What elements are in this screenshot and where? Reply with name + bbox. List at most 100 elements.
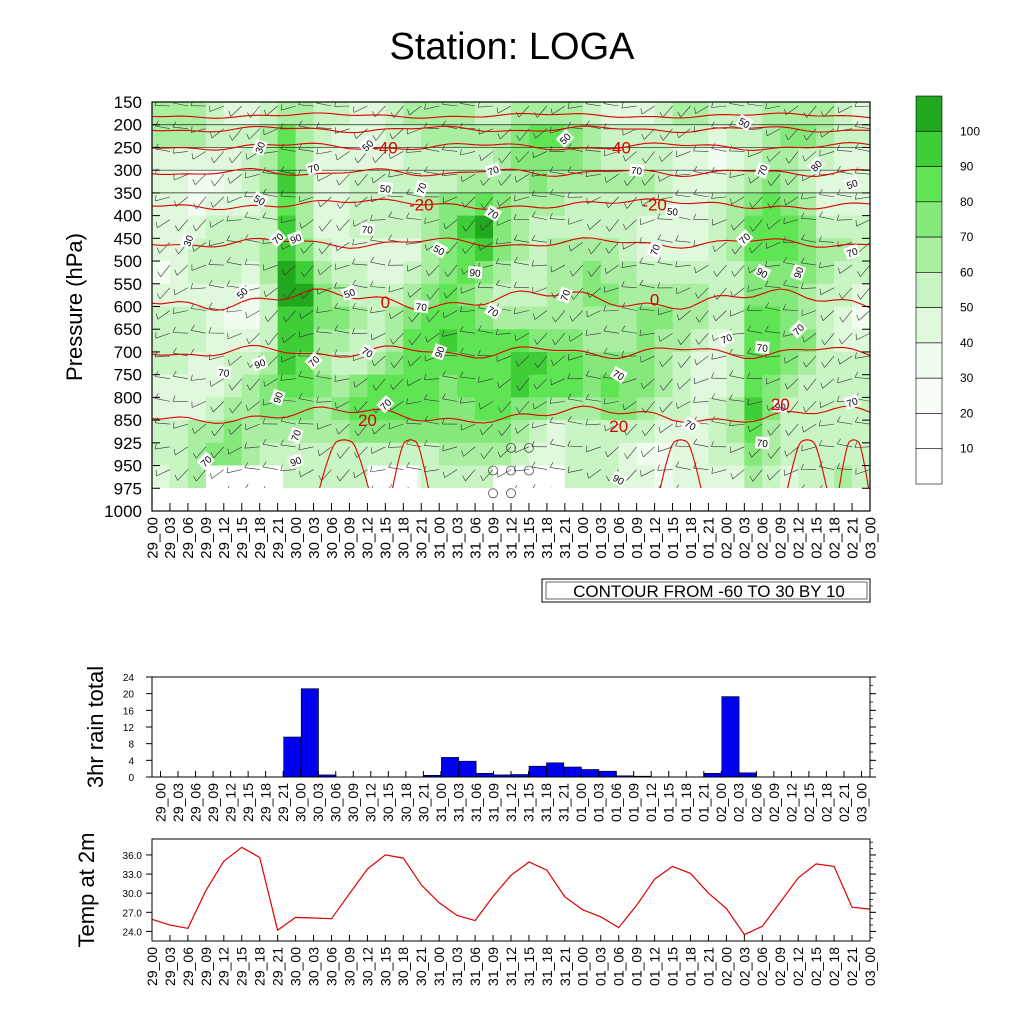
wind-barb	[339, 446, 350, 459]
humidity-cell	[511, 215, 530, 239]
humidity-contour-label: 90	[772, 399, 788, 414]
wind-barb-flag	[675, 261, 678, 267]
wind-barb	[463, 446, 476, 457]
humidity-cell	[816, 261, 835, 285]
humidity-cell	[816, 329, 835, 353]
wind-barb-flag	[857, 293, 861, 300]
wind-barb	[532, 490, 547, 493]
humidity-cell	[672, 147, 691, 171]
humidity-cell	[798, 329, 817, 353]
wind-barb	[462, 173, 476, 183]
time-tick-label: 01_21	[700, 947, 716, 986]
wind-barb	[729, 103, 745, 107]
wind-barb-flag	[298, 370, 303, 377]
wind-barb	[247, 401, 260, 411]
wind-barb-flag	[818, 439, 823, 446]
wind-barb	[496, 355, 512, 362]
wind-barb	[518, 151, 530, 163]
wind-barb-flag	[408, 339, 413, 345]
wind-barb-flag	[588, 248, 592, 255]
wind-barb	[855, 421, 870, 425]
wind-barb-flag	[372, 407, 377, 414]
wind-barb-flag	[659, 361, 663, 367]
wind-barb-flag	[175, 248, 179, 255]
wind-barb-flag	[783, 257, 787, 263]
wind-barb	[694, 378, 709, 385]
humidity-contour-label: 50	[377, 181, 393, 196]
humidity-cell	[852, 192, 870, 217]
wind-barb-flag	[784, 450, 787, 457]
wind-barb-flag	[336, 453, 341, 459]
wind-barb-flag	[423, 122, 427, 129]
humidity-cell	[295, 124, 314, 148]
humidity-cell	[169, 306, 189, 330]
humidity-cell	[493, 420, 512, 444]
isotherm-line	[152, 112, 870, 119]
wind-barb	[406, 193, 422, 198]
wind-barb	[752, 469, 763, 482]
humidity-cell	[600, 170, 620, 194]
wind-barb-flag	[498, 407, 502, 413]
wind-barb-flag	[676, 314, 680, 321]
wind-barb	[854, 105, 870, 107]
wind-barb-flag	[280, 374, 283, 381]
humidity-cell	[367, 147, 386, 171]
humidity-cell	[816, 102, 835, 126]
wind-barb	[464, 196, 476, 208]
wind-barb	[625, 219, 637, 230]
wind-barb	[549, 218, 565, 220]
humidity-contour-value: 90	[253, 357, 268, 371]
humidity-cell	[690, 215, 709, 239]
temperature-contours	[152, 112, 870, 488]
wind-barb	[155, 125, 171, 130]
wind-barb-flag	[747, 398, 749, 405]
humidity-cell	[600, 147, 620, 171]
wind-barb	[334, 378, 350, 382]
humidity-cell	[511, 238, 530, 262]
wind-barb-flag	[497, 451, 501, 458]
wind-barb	[714, 242, 727, 252]
wind-barb	[661, 355, 673, 368]
wind-barb	[282, 492, 296, 497]
humidity-cell	[331, 192, 350, 217]
wind-barb-flag	[857, 271, 861, 277]
time-tick-label: 30_09	[341, 947, 357, 986]
wind-barb-flag	[336, 224, 340, 231]
wind-barb-flag	[478, 376, 480, 383]
wind-barb	[262, 151, 278, 154]
humidity-cell	[349, 397, 368, 421]
humidity-cell	[600, 192, 620, 217]
rain-bars	[283, 688, 757, 778]
wind-barb-flag	[514, 307, 516, 314]
wind-barb	[819, 216, 835, 220]
pressure-tick-label: 750	[114, 366, 142, 385]
wind-barb-flag	[371, 333, 373, 340]
humidity-contour-label: 30	[251, 138, 268, 157]
wind-barb-flag	[836, 395, 840, 402]
wind-barb	[591, 492, 601, 503]
wind-barb	[805, 401, 817, 413]
wind-barb	[819, 264, 835, 269]
humidity-cell	[259, 215, 279, 239]
humidity-cell	[439, 442, 458, 466]
humidity-cell	[152, 261, 171, 285]
wind-barb-flag	[819, 189, 823, 195]
colorbar-box	[915, 272, 943, 308]
wind-barb-flag	[856, 495, 858, 501]
humidity-cell	[170, 488, 188, 511]
wind-barb-flag	[748, 177, 751, 184]
humidity-cell	[205, 170, 225, 194]
humidity-cell	[152, 420, 171, 444]
wind-barb-flag	[172, 147, 175, 154]
wind-barb	[625, 151, 637, 162]
humidity-cell	[493, 374, 512, 398]
wind-barb	[622, 128, 637, 136]
humidity-contour-label: 70	[609, 366, 628, 384]
wind-barb-flag	[767, 429, 771, 436]
wind-barb-flag	[836, 416, 841, 422]
humidity-cell	[277, 147, 296, 171]
wind-barb	[765, 331, 781, 334]
humidity-cell	[403, 420, 422, 444]
isotherm-line	[152, 405, 870, 424]
humidity-cell	[241, 238, 261, 262]
